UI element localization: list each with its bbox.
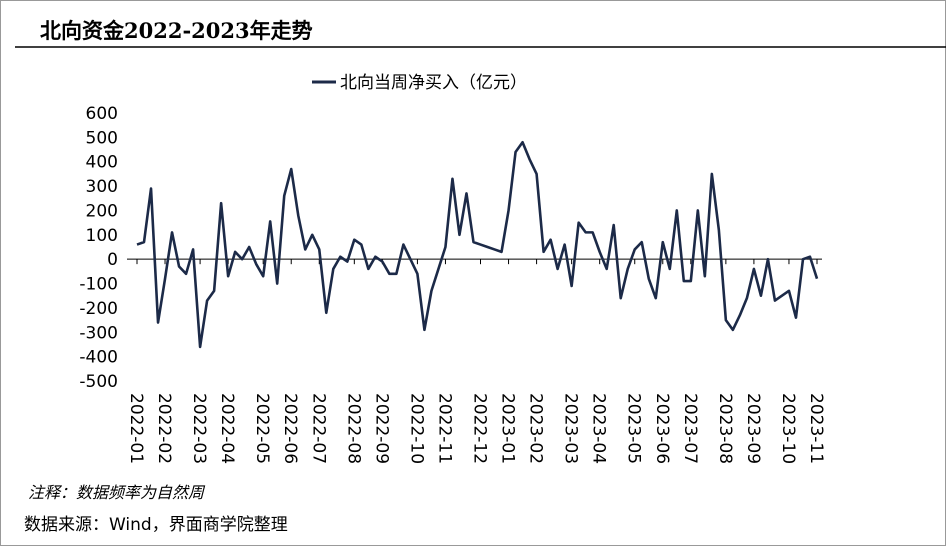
- x-tick-label: 2023-06: [652, 393, 672, 464]
- y-tick-label: -100: [79, 275, 118, 295]
- x-tick-label: 2022-01: [126, 393, 146, 464]
- x-tick-label: 2022-02: [154, 393, 174, 464]
- y-tick-label: -500: [79, 372, 118, 392]
- y-tick-label: -300: [79, 323, 118, 343]
- y-tick-label: -400: [79, 348, 118, 368]
- x-tick-label: 2022-06: [280, 393, 300, 464]
- x-tick-label: 2022-10: [406, 393, 426, 464]
- x-tick-label: 2023-08: [715, 393, 735, 464]
- x-tick-label: 2023-03: [561, 393, 581, 464]
- y-tick-label: 600: [86, 104, 118, 124]
- y-tick-label: 400: [86, 153, 118, 173]
- y-tick-label: 0: [107, 250, 118, 270]
- legend-label: 北向当周净买入（亿元）: [340, 73, 527, 93]
- y-tick-label: 500: [86, 128, 118, 148]
- data-line: [136, 140, 819, 349]
- y-tick-label: 300: [86, 177, 118, 197]
- y-tick-label: 200: [86, 201, 118, 221]
- x-tick-label: 2023-02: [526, 393, 546, 464]
- x-tick-label: 2023-11: [806, 393, 826, 464]
- source: 数据来源：Wind，界面商学院整理: [24, 515, 288, 535]
- x-tick-label: 2022-05: [252, 393, 272, 464]
- x-tick-label: 2022-03: [189, 393, 209, 464]
- x-tick-label: 2023-07: [680, 393, 700, 464]
- note: 注释：数据频率为自然周: [28, 483, 206, 502]
- x-tick-label: 2023-10: [778, 393, 798, 464]
- page-title: 北向资金2022-2023年走势: [40, 18, 313, 43]
- x-tick-label: 2022-09: [371, 393, 391, 464]
- x-tick-label: 2023-09: [743, 393, 763, 464]
- x-tick-label: 2023-04: [589, 393, 609, 464]
- y-tick-label: 100: [86, 226, 118, 246]
- x-tick-label: 2023-05: [624, 393, 644, 464]
- y-tick-label: -200: [79, 299, 118, 319]
- x-tick-label: 2022-12: [470, 393, 490, 464]
- x-tick-label: 2022-08: [343, 393, 363, 464]
- x-tick-label: 2022-07: [308, 393, 328, 464]
- x-tick-label: 2022-04: [217, 393, 237, 464]
- x-tick-label: 2022-11: [434, 393, 454, 464]
- x-tick-label: 2023-01: [498, 393, 518, 464]
